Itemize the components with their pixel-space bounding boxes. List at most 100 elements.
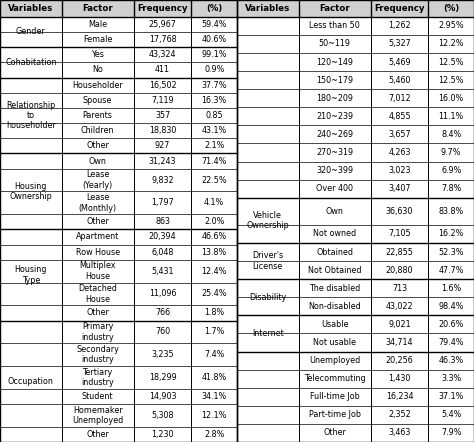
Text: 11,096: 11,096 <box>149 290 176 298</box>
Text: 2.8%: 2.8% <box>204 430 224 439</box>
Text: 5,460: 5,460 <box>388 76 411 84</box>
Text: 50~119: 50~119 <box>319 39 351 49</box>
Text: 3,023: 3,023 <box>388 166 411 175</box>
Text: (%): (%) <box>443 4 459 13</box>
Text: Vehicle
Ownership: Vehicle Ownership <box>246 211 289 230</box>
Text: 16.3%: 16.3% <box>201 96 227 105</box>
Text: 0.9%: 0.9% <box>204 65 224 74</box>
Text: Other: Other <box>323 428 346 438</box>
Text: 43,324: 43,324 <box>149 50 176 59</box>
Text: Detached
House: Detached House <box>78 284 117 304</box>
Text: 25,967: 25,967 <box>149 20 176 29</box>
Text: Disability: Disability <box>249 293 286 302</box>
Text: 14,903: 14,903 <box>149 392 176 401</box>
Text: 47.7%: 47.7% <box>438 266 464 274</box>
Text: 2.0%: 2.0% <box>204 217 224 226</box>
Text: Part-time Job: Part-time Job <box>309 410 361 419</box>
Text: 6.9%: 6.9% <box>441 166 461 175</box>
Text: Other: Other <box>86 430 109 439</box>
Text: Tertiary
industry: Tertiary industry <box>81 368 114 387</box>
Text: Yes: Yes <box>91 50 104 59</box>
Text: 863: 863 <box>155 217 170 226</box>
Text: 2.1%: 2.1% <box>204 141 224 150</box>
Text: Row House: Row House <box>75 248 120 257</box>
Text: 1.6%: 1.6% <box>441 284 461 293</box>
Text: 3,407: 3,407 <box>388 184 411 193</box>
Text: 760: 760 <box>155 328 170 336</box>
Text: 9.7%: 9.7% <box>441 148 462 157</box>
Text: No: No <box>92 65 103 74</box>
Text: 20.6%: 20.6% <box>438 320 464 329</box>
Text: 713: 713 <box>392 284 407 293</box>
Text: 52.3%: 52.3% <box>438 248 464 256</box>
Text: 1.8%: 1.8% <box>204 309 224 317</box>
Text: 120~149: 120~149 <box>316 57 353 67</box>
Text: Not owned: Not owned <box>313 229 356 238</box>
Text: 34.1%: 34.1% <box>201 392 227 401</box>
Text: 34,714: 34,714 <box>386 338 413 347</box>
Text: Spouse: Spouse <box>83 96 112 105</box>
Text: Less than 50: Less than 50 <box>309 21 360 30</box>
Text: 46.3%: 46.3% <box>438 356 464 365</box>
Text: Other: Other <box>86 217 109 226</box>
Text: 7.8%: 7.8% <box>441 184 461 193</box>
Text: Factor: Factor <box>82 4 113 13</box>
Text: 8.4%: 8.4% <box>441 130 461 139</box>
Text: Male: Male <box>88 20 107 29</box>
Text: 25.4%: 25.4% <box>201 290 227 298</box>
Text: 46.6%: 46.6% <box>201 232 227 241</box>
FancyBboxPatch shape <box>237 0 474 17</box>
Text: 1,262: 1,262 <box>388 21 411 30</box>
Text: 7.4%: 7.4% <box>204 350 224 359</box>
Text: Frequency: Frequency <box>374 4 425 13</box>
Text: 320~399: 320~399 <box>316 166 353 175</box>
Text: Not usable: Not usable <box>313 338 356 347</box>
Text: Telecommuting: Telecommuting <box>304 374 365 383</box>
Text: 0.85: 0.85 <box>205 111 223 120</box>
Text: Housing
Type: Housing Type <box>15 265 47 285</box>
Text: 79.4%: 79.4% <box>438 338 464 347</box>
Text: Apartment: Apartment <box>76 232 119 241</box>
Text: Driver's
License: Driver's License <box>252 251 283 271</box>
Text: Other: Other <box>86 141 109 150</box>
Text: 18,299: 18,299 <box>149 373 176 382</box>
FancyBboxPatch shape <box>0 0 237 17</box>
Text: 40.6%: 40.6% <box>201 35 227 44</box>
Text: 71.4%: 71.4% <box>201 156 227 166</box>
Text: 240~269: 240~269 <box>316 130 353 139</box>
Text: 1,430: 1,430 <box>388 374 411 383</box>
Text: Homemaker
Unemployed: Homemaker Unemployed <box>72 406 123 425</box>
Text: 180~209: 180~209 <box>316 94 353 103</box>
Text: 3.3%: 3.3% <box>441 374 461 383</box>
Text: Own: Own <box>326 207 344 216</box>
Text: 41.8%: 41.8% <box>201 373 227 382</box>
Text: Usable: Usable <box>321 320 348 329</box>
Text: 16.2%: 16.2% <box>438 229 464 238</box>
Text: 9,021: 9,021 <box>388 320 411 329</box>
Text: 1,797: 1,797 <box>151 198 174 207</box>
Text: (%): (%) <box>206 4 222 13</box>
Text: 7.9%: 7.9% <box>441 428 462 438</box>
Text: 270~319: 270~319 <box>316 148 353 157</box>
Text: 37.7%: 37.7% <box>201 80 227 90</box>
Text: Over 400: Over 400 <box>316 184 353 193</box>
Text: 411: 411 <box>155 65 170 74</box>
Text: Parents: Parents <box>82 111 113 120</box>
Text: Housing
Ownership: Housing Ownership <box>9 182 52 201</box>
Text: Variables: Variables <box>245 4 291 13</box>
Text: The disabled: The disabled <box>309 284 360 293</box>
Text: 927: 927 <box>155 141 170 150</box>
Text: 4.1%: 4.1% <box>204 198 224 207</box>
Text: 5,308: 5,308 <box>151 411 174 420</box>
Text: 83.8%: 83.8% <box>438 207 464 216</box>
Text: 4,263: 4,263 <box>388 148 411 157</box>
Text: Relationship
to
householder: Relationship to householder <box>6 101 56 130</box>
Text: Secondary
industry: Secondary industry <box>76 345 119 364</box>
Text: 17,768: 17,768 <box>149 35 176 44</box>
Text: 16.0%: 16.0% <box>438 94 464 103</box>
Text: 43.1%: 43.1% <box>201 126 227 135</box>
Text: 59.4%: 59.4% <box>201 20 227 29</box>
Text: 22,855: 22,855 <box>386 248 413 256</box>
Text: 5,469: 5,469 <box>388 57 411 67</box>
Text: 766: 766 <box>155 309 170 317</box>
